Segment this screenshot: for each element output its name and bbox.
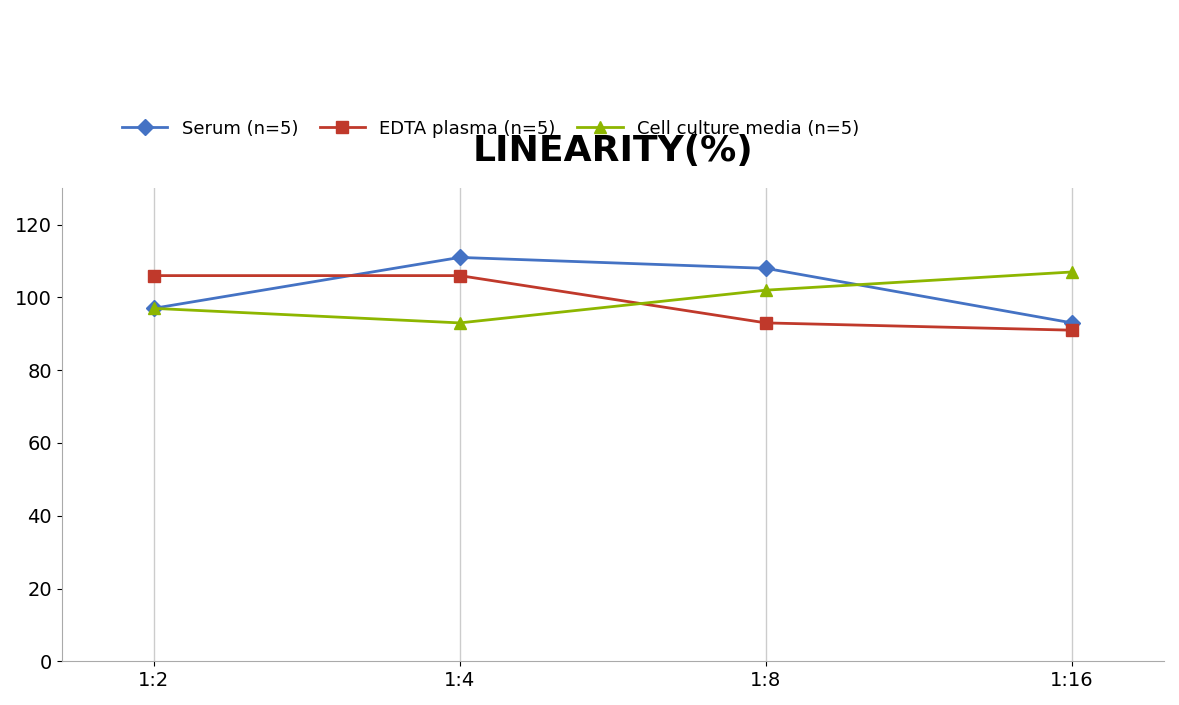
Cell culture media (n=5) xyxy=(759,286,773,295)
Serum (n=5) xyxy=(146,304,160,312)
Cell culture media (n=5) xyxy=(1065,268,1079,276)
Serum (n=5) xyxy=(453,253,467,262)
Serum (n=5) xyxy=(1065,319,1079,327)
Cell culture media (n=5) xyxy=(453,319,467,327)
Serum (n=5) xyxy=(759,264,773,273)
Line: Serum (n=5): Serum (n=5) xyxy=(149,252,1078,329)
Line: Cell culture media (n=5): Cell culture media (n=5) xyxy=(149,266,1078,329)
Line: EDTA plasma (n=5): EDTA plasma (n=5) xyxy=(149,270,1078,336)
Title: LINEARITY(%): LINEARITY(%) xyxy=(473,133,753,168)
Legend: Serum (n=5), EDTA plasma (n=5), Cell culture media (n=5): Serum (n=5), EDTA plasma (n=5), Cell cul… xyxy=(114,112,867,145)
Cell culture media (n=5) xyxy=(146,304,160,312)
EDTA plasma (n=5) xyxy=(759,319,773,327)
EDTA plasma (n=5) xyxy=(146,271,160,280)
EDTA plasma (n=5) xyxy=(1065,326,1079,334)
EDTA plasma (n=5) xyxy=(453,271,467,280)
